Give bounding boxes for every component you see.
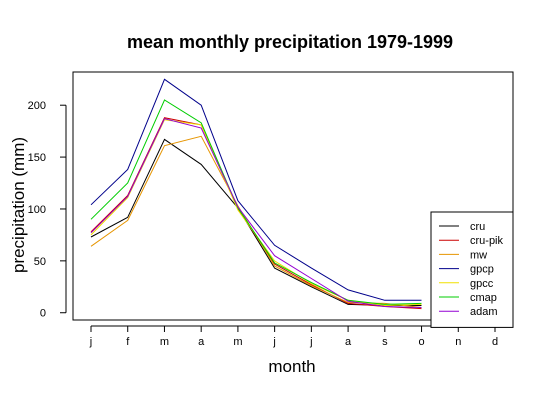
series-line-adam (90, 118, 422, 308)
x-tick-label: s (382, 336, 388, 348)
y-axis-title: precipitation (mm) (9, 137, 28, 273)
x-tick-label: m (233, 336, 242, 348)
legend-label-gpcp: gpcp (470, 264, 494, 276)
series-layer (90, 78, 422, 310)
series-line-mw (90, 135, 422, 308)
series-line-cru-pik (90, 117, 422, 310)
y-tick-label: 100 (28, 204, 46, 216)
y-tick-label: 150 (28, 152, 46, 164)
legend-box (430, 211, 514, 328)
y-tick-label: 200 (28, 100, 46, 112)
y-axis: 0 50 100 150 200 (28, 100, 67, 320)
chart-title: mean monthly precipitation 1979-1999 (127, 32, 453, 52)
x-tick-label: j (89, 336, 92, 348)
legend-label-gpcc: gpcc (470, 278, 494, 290)
series-line-gpcc (90, 119, 422, 307)
legend-label-adam: adam (470, 306, 498, 318)
legend-label-cru: cru (470, 221, 485, 233)
x-tick-label: o (418, 336, 424, 348)
x-axis-title: month (268, 357, 315, 376)
x-tick-label: j (309, 336, 312, 348)
series-line-cmap (90, 99, 422, 305)
series-line-gpcp (90, 78, 422, 301)
y-tick-label: 50 (34, 256, 46, 268)
plot-frame (72, 71, 514, 321)
x-tick-label: m (160, 336, 169, 348)
legend-label-mw: mw (470, 249, 487, 261)
x-tick-label: n (455, 336, 461, 348)
x-tick-label: a (345, 336, 352, 348)
legend-label-cmap: cmap (470, 292, 497, 304)
y-tick-label: 0 (40, 308, 46, 320)
x-tick-label: f (126, 336, 130, 348)
x-tick-label: d (492, 336, 498, 348)
x-tick-label: j (272, 336, 275, 348)
x-tick-label: a (198, 336, 205, 348)
legend: cru cru-pik mw gpcp gpcc cmap adam (430, 211, 514, 328)
legend-label-cru-pik: cru-pik (470, 235, 504, 247)
